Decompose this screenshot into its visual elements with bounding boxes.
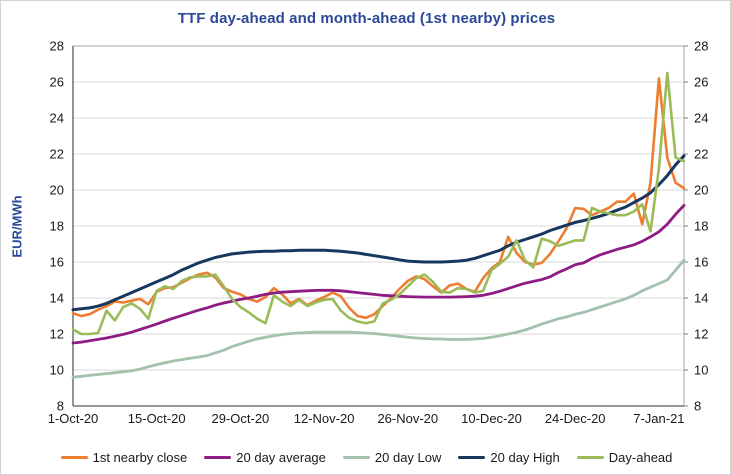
chart-title: TTF day-ahead and month-ahead (1st nearb… (177, 10, 556, 27)
legend-swatch (342, 455, 370, 459)
legend-item-day-ahead: Day-ahead (576, 449, 673, 465)
svg-text:24-Dec-20: 24-Dec-20 (545, 411, 606, 426)
legend-swatch (60, 455, 88, 459)
svg-text:16: 16 (694, 255, 708, 270)
series-line-day-ahead (71, 71, 686, 336)
svg-text:12: 12 (50, 327, 64, 342)
legend-item-20-day-low: 20 day Low (342, 449, 442, 465)
svg-text:10-Dec-20: 10-Dec-20 (461, 411, 522, 426)
svg-text:26: 26 (50, 75, 64, 90)
svg-text:20: 20 (694, 183, 708, 198)
svg-text:22: 22 (694, 147, 708, 162)
svg-text:15-Oct-20: 15-Oct-20 (128, 411, 186, 426)
y-axis-labels: 8 8 10 10 12 12 14 14 16 16 18 18 20 20 22 22 24 24 26 26 28… (50, 39, 709, 414)
svg-text:16: 16 (50, 255, 64, 270)
legend-item-20-day-average: 20 day average (204, 450, 326, 465)
svg-text:14: 14 (50, 291, 64, 306)
svg-text:22: 22 (50, 147, 64, 162)
svg-text:8: 8 (694, 399, 701, 414)
legend-label: 1st nearby close (92, 449, 188, 465)
series-line-1st-nearby-close (71, 77, 686, 320)
svg-text:8: 8 (57, 399, 64, 414)
svg-text:26: 26 (694, 75, 708, 90)
svg-text:18: 18 (694, 219, 708, 234)
series-line-20-day-average (71, 203, 686, 345)
svg-text:29-Oct-20: 29-Oct-20 (211, 411, 269, 426)
svg-text:24: 24 (50, 111, 64, 126)
svg-text:28: 28 (50, 39, 64, 54)
legend-swatch (576, 455, 604, 459)
svg-text:10: 10 (694, 363, 708, 378)
series-line-20-day-high (71, 154, 686, 312)
legend-label: Day-ahead (608, 449, 673, 465)
x-axis-labels: 1-Oct-20 15-Oct-20 29-Oct-20 12-Nov-20 26-No… (48, 411, 685, 426)
svg-text:12-Nov-20: 12-Nov-20 (294, 411, 355, 426)
svg-text:28: 28 (694, 39, 708, 54)
legend-item-20-day-high: 20 day High (458, 449, 560, 465)
series-line-20-day-low (71, 258, 686, 379)
legend-label: 20 day High (490, 449, 560, 465)
plot-border (72, 45, 685, 407)
svg-text:26-Nov-20: 26-Nov-20 (377, 411, 438, 426)
chart-legend: 1st nearby close 20 day average 20 day Low… (1, 445, 730, 469)
svg-text:18: 18 (50, 219, 64, 234)
svg-text:20: 20 (50, 183, 64, 198)
svg-text:7-Jan-21: 7-Jan-21 (633, 411, 684, 426)
legend-swatch (458, 455, 486, 459)
legend-item-1st-nearby-close: 1st nearby close (60, 449, 188, 465)
legend-label: 20 day Low (374, 449, 442, 465)
svg-text:1-Oct-20: 1-Oct-20 (48, 411, 99, 426)
svg-text:14: 14 (694, 291, 708, 306)
legend-label: 20 day average (236, 449, 326, 465)
svg-text:12: 12 (694, 327, 708, 342)
legend-swatch (204, 455, 232, 459)
gridlines (73, 81, 684, 371)
svg-text:10: 10 (50, 363, 64, 378)
svg-text:24: 24 (694, 111, 708, 126)
